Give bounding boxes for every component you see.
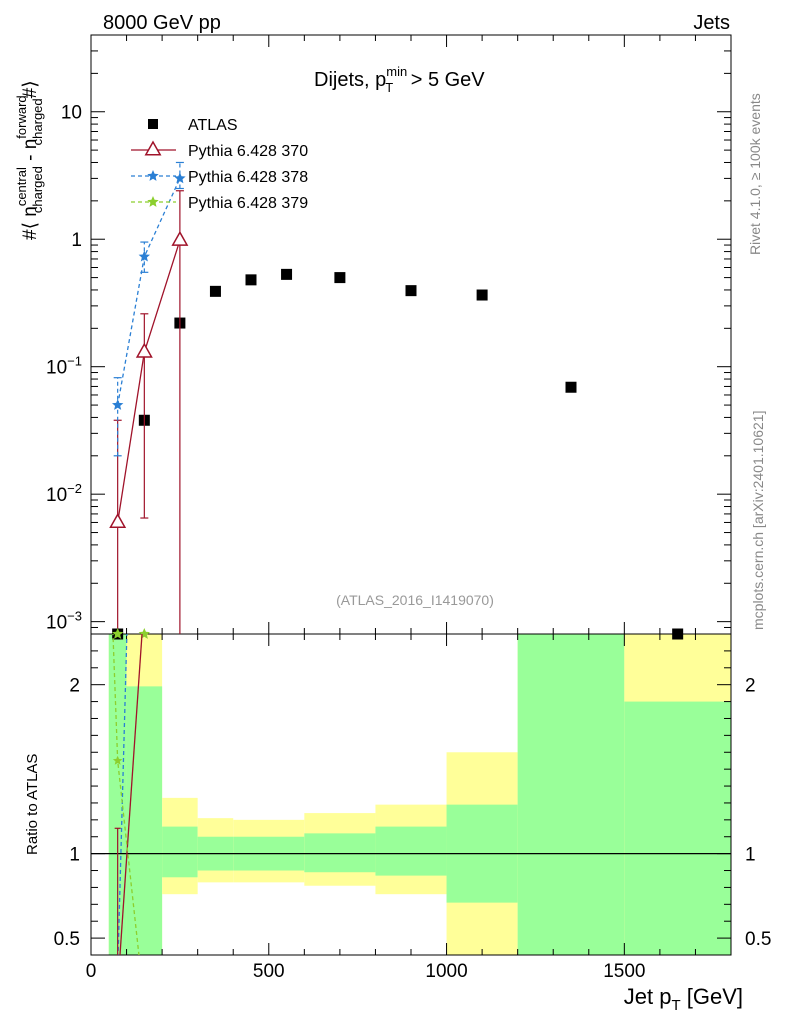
- series-line: [117, 178, 181, 406]
- legend-marker: [147, 196, 159, 207]
- mcplots-label: mcplots.cern.ch [arXiv:2401.10621]: [750, 411, 766, 630]
- ratio-y-tick-label-right: 1: [745, 845, 756, 866]
- ratio-lines: [112, 634, 143, 955]
- band-green-2: [162, 826, 198, 878]
- ratio-y-tick-label: 2: [69, 676, 80, 697]
- ratio-y-tick-label-right: 0.5: [745, 929, 771, 950]
- x-tick-label: 1500: [603, 961, 645, 982]
- pythia-star-point: [138, 628, 150, 639]
- y-tick-label: 10−3: [46, 609, 82, 634]
- legend-label: ATLAS: [188, 117, 238, 134]
- xlabel: Jet pT [GeV]: [624, 984, 743, 1014]
- series-line: [117, 240, 181, 523]
- atlas-point: [281, 268, 293, 280]
- atlas-point: [334, 272, 346, 284]
- header-left: 8000 GeV pp: [103, 12, 221, 34]
- y-tick-label: 10: [61, 103, 82, 124]
- atlas-point: [405, 285, 417, 297]
- pythia-370-point: [135, 342, 153, 358]
- ratio-ylabel: Ratio to ATLAS: [24, 754, 41, 855]
- x-tick-label: 0: [86, 961, 97, 982]
- pythia-star-point: [138, 250, 150, 262]
- pythia-370-point: [109, 512, 127, 529]
- legend-label: Pythia 6.428 378: [188, 169, 308, 186]
- legend-label: Pythia 6.428 370: [188, 143, 308, 160]
- x-tick-label: 500: [253, 961, 285, 982]
- band-green-5: [304, 833, 376, 873]
- top-data-overflow: [112, 628, 684, 640]
- band-green-9: [624, 701, 731, 955]
- axis-tick-labels: 0 500 1000 1500 10−3 10−2 10−1 1 10 0.5 0.5 1 1 2 2: [46, 103, 771, 982]
- pythia-370-point: [171, 230, 189, 246]
- legend-marker: [147, 170, 159, 181]
- header-right: Jets: [693, 12, 730, 34]
- pythia-star-point: [112, 399, 124, 410]
- x-tick-label: 1000: [425, 961, 467, 982]
- legend-marker: [144, 140, 162, 156]
- atlas-point: [476, 289, 488, 301]
- pythia-star-point: [112, 628, 124, 639]
- analysis-id: (ATLAS_2016_I1419070): [336, 592, 494, 608]
- top-data: [109, 161, 577, 634]
- ratio-379-point: [112, 755, 123, 765]
- atlas-point: [209, 285, 221, 297]
- pythia-star-point: [174, 172, 186, 184]
- band-green-8: [517, 634, 625, 955]
- y-tick-label: 10−1: [46, 354, 82, 379]
- ratio-bands: [91, 634, 731, 955]
- y-tick-label: 1: [71, 230, 82, 251]
- legend-marker: [148, 119, 158, 129]
- top-frame: [90, 34, 732, 635]
- band-green-1: [126, 686, 163, 955]
- plot-title: Dijets, pmin T > 5 GeV: [314, 64, 485, 95]
- band-green-6: [375, 826, 447, 876]
- atlas-point: [565, 381, 577, 393]
- ratio-y-tick-label: 0.5: [54, 929, 80, 950]
- band-green-0: [108, 634, 127, 955]
- atlas-point: [245, 274, 257, 286]
- ratio-line: [119, 634, 143, 955]
- ratio-y-tick-label: 1: [69, 845, 80, 866]
- y-tick-label: 10−2: [46, 481, 82, 506]
- atlas-point: [672, 628, 684, 640]
- top-ylabel: #⟨ ncentralcharged - nforwardcharged#⟩: [14, 80, 45, 240]
- legend-label: Pythia 6.428 379: [188, 195, 308, 212]
- legend: ATLAS Pythia 6.428 370 Pythia 6.428 378 Pyt…: [131, 117, 308, 212]
- ratio-y-tick-label-right: 2: [745, 676, 756, 697]
- rivet-label: Rivet 4.1.0, ≥ 100k events: [747, 93, 763, 255]
- axis-ticks: [90, 34, 732, 956]
